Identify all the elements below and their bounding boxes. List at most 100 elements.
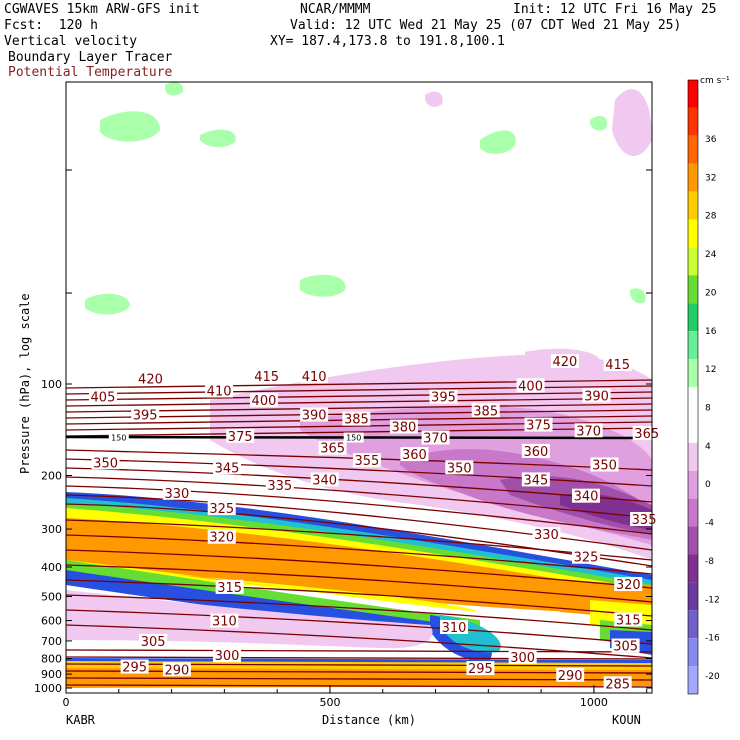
theta-label: 325: [574, 551, 599, 566]
velocity-region: [66, 658, 652, 663]
theta-isentrope: [66, 449, 652, 471]
theta-label: 390: [302, 409, 327, 424]
theta-label-bg: [162, 485, 191, 500]
theta-isentrope: [66, 397, 652, 407]
theta-contour-labels: 420 415 410 420 415 405 410 400 395 400 390 395 390 3…: [88, 353, 661, 692]
colorbar-swatch: [688, 359, 698, 387]
colorbar-swatch: [688, 666, 698, 694]
colorbar-swatch: [688, 470, 698, 499]
theta-isentrope: [66, 458, 652, 487]
theta-label-bg: [210, 613, 239, 628]
theta-label-bg: [300, 368, 329, 383]
theta-label-bg: [603, 357, 632, 372]
init-time: Init: 12 UTC Fri 16 May 25: [513, 2, 717, 17]
source-label: NCAR/MMMM: [300, 2, 371, 17]
tracer-label-bg: [108, 432, 129, 443]
colorbar-tick-label: 4: [705, 442, 711, 452]
theta-label: 355: [355, 454, 380, 469]
plot-frame: [65, 81, 653, 694]
theta-label-bg: [630, 511, 659, 526]
colorbar-swatch: [688, 498, 698, 527]
theta-label-bg: [162, 662, 191, 677]
colorbar-tick-label: 24: [705, 250, 717, 260]
theta-label: 295: [468, 662, 493, 677]
theta-label-bg: [429, 389, 458, 404]
theta-isentrope: [66, 391, 652, 401]
theta-label: 370: [423, 432, 448, 447]
theta-label-bg: [91, 455, 120, 470]
theta-label-bg: [88, 389, 117, 404]
theta-label-bg: [572, 488, 601, 503]
theta-label: 330: [534, 528, 559, 543]
theta-isentrope: [66, 677, 652, 681]
theta-label-bg: [471, 403, 500, 418]
y-tick-label: 800: [41, 653, 62, 666]
theta-label: 290: [164, 663, 189, 678]
velocity-region: [590, 115, 607, 131]
theta-label-bg: [582, 388, 611, 403]
y-tick-label: 700: [41, 635, 62, 648]
theta-label: 340: [574, 490, 599, 505]
theta-label: 380: [391, 421, 416, 436]
field-vertical-velocity: Vertical velocity: [4, 34, 138, 49]
theta-label: 320: [209, 531, 234, 546]
colorbar-tick-label: 0: [705, 480, 711, 490]
theta-label-bg: [131, 407, 160, 422]
theta-label: 410: [302, 370, 327, 385]
theta-label: 350: [447, 461, 472, 476]
theta-label-bg: [318, 440, 347, 455]
theta-label: 365: [634, 427, 659, 442]
x-tick-label: 0: [63, 696, 70, 709]
colorbar-unit: cm s⁻¹: [700, 76, 730, 86]
colorbar-swatch: [688, 582, 698, 611]
x-tick-label: 500: [319, 696, 340, 709]
colorbar-swatch: [688, 163, 698, 192]
velocity-region: [560, 493, 652, 530]
theta-label-bg: [574, 423, 603, 438]
colorbar-swatch: [688, 191, 698, 220]
theta-isentrope: [66, 503, 652, 567]
theta-isentrope: [66, 549, 652, 589]
theta-label-bg: [207, 501, 236, 516]
y-tick-label: 200: [41, 470, 62, 483]
theta-label: 315: [217, 581, 242, 596]
theta-label-bg: [213, 460, 242, 475]
colorbar-tick-label: -16: [705, 634, 720, 644]
theta-isentrope: [66, 609, 652, 645]
theta-label-bg: [352, 453, 381, 468]
colorbar-tick-label: 12: [705, 365, 716, 375]
cross-section-coords: XY= 187.4,173.8 to 191.8,100.1: [270, 34, 505, 49]
valid-time: Valid: 12 UTC Wed 21 May 25 (07 CDT Wed …: [290, 18, 682, 33]
colorbar-tick-label: 16: [705, 327, 717, 337]
colorbar-tick-label: 28: [705, 212, 717, 222]
colorbar-swatch: [688, 303, 698, 332]
theta-label-bg: [400, 447, 429, 462]
theta-label-bg: [205, 383, 234, 398]
velocity-region: [425, 91, 443, 107]
colorbar-swatch: [688, 219, 698, 248]
theta-isentrope: [66, 494, 652, 551]
theta-label: 300: [510, 651, 535, 666]
theta-label: 350: [93, 456, 118, 471]
theta-label: 325: [209, 502, 234, 517]
y-tick-label: 600: [41, 615, 62, 628]
x-tick-label: 1000: [580, 696, 608, 709]
theta-label-bg: [265, 478, 294, 493]
y-tick-label: 300: [41, 523, 62, 536]
theta-label-bg: [590, 457, 619, 472]
colorbar-tick-label: -20: [705, 672, 720, 682]
theta-label: 375: [526, 419, 551, 434]
theta-label: 345: [523, 473, 548, 488]
theta-label-bg: [508, 649, 537, 664]
theta-label: 315: [616, 613, 641, 628]
colorbar-swatch: [688, 107, 698, 136]
colorbar-swatch: [688, 414, 698, 443]
theta-label-bg: [213, 648, 242, 663]
theta-isentrope: [66, 385, 652, 395]
theta-isentrope: [66, 649, 652, 653]
theta-label-bg: [310, 472, 339, 487]
theta-label-bg: [300, 407, 329, 422]
velocity-region: [300, 274, 346, 297]
colorbar: 36 32 28 24 20 16 12 8 4 0 -4 -8 -12 -16 -20: [687, 79, 720, 695]
